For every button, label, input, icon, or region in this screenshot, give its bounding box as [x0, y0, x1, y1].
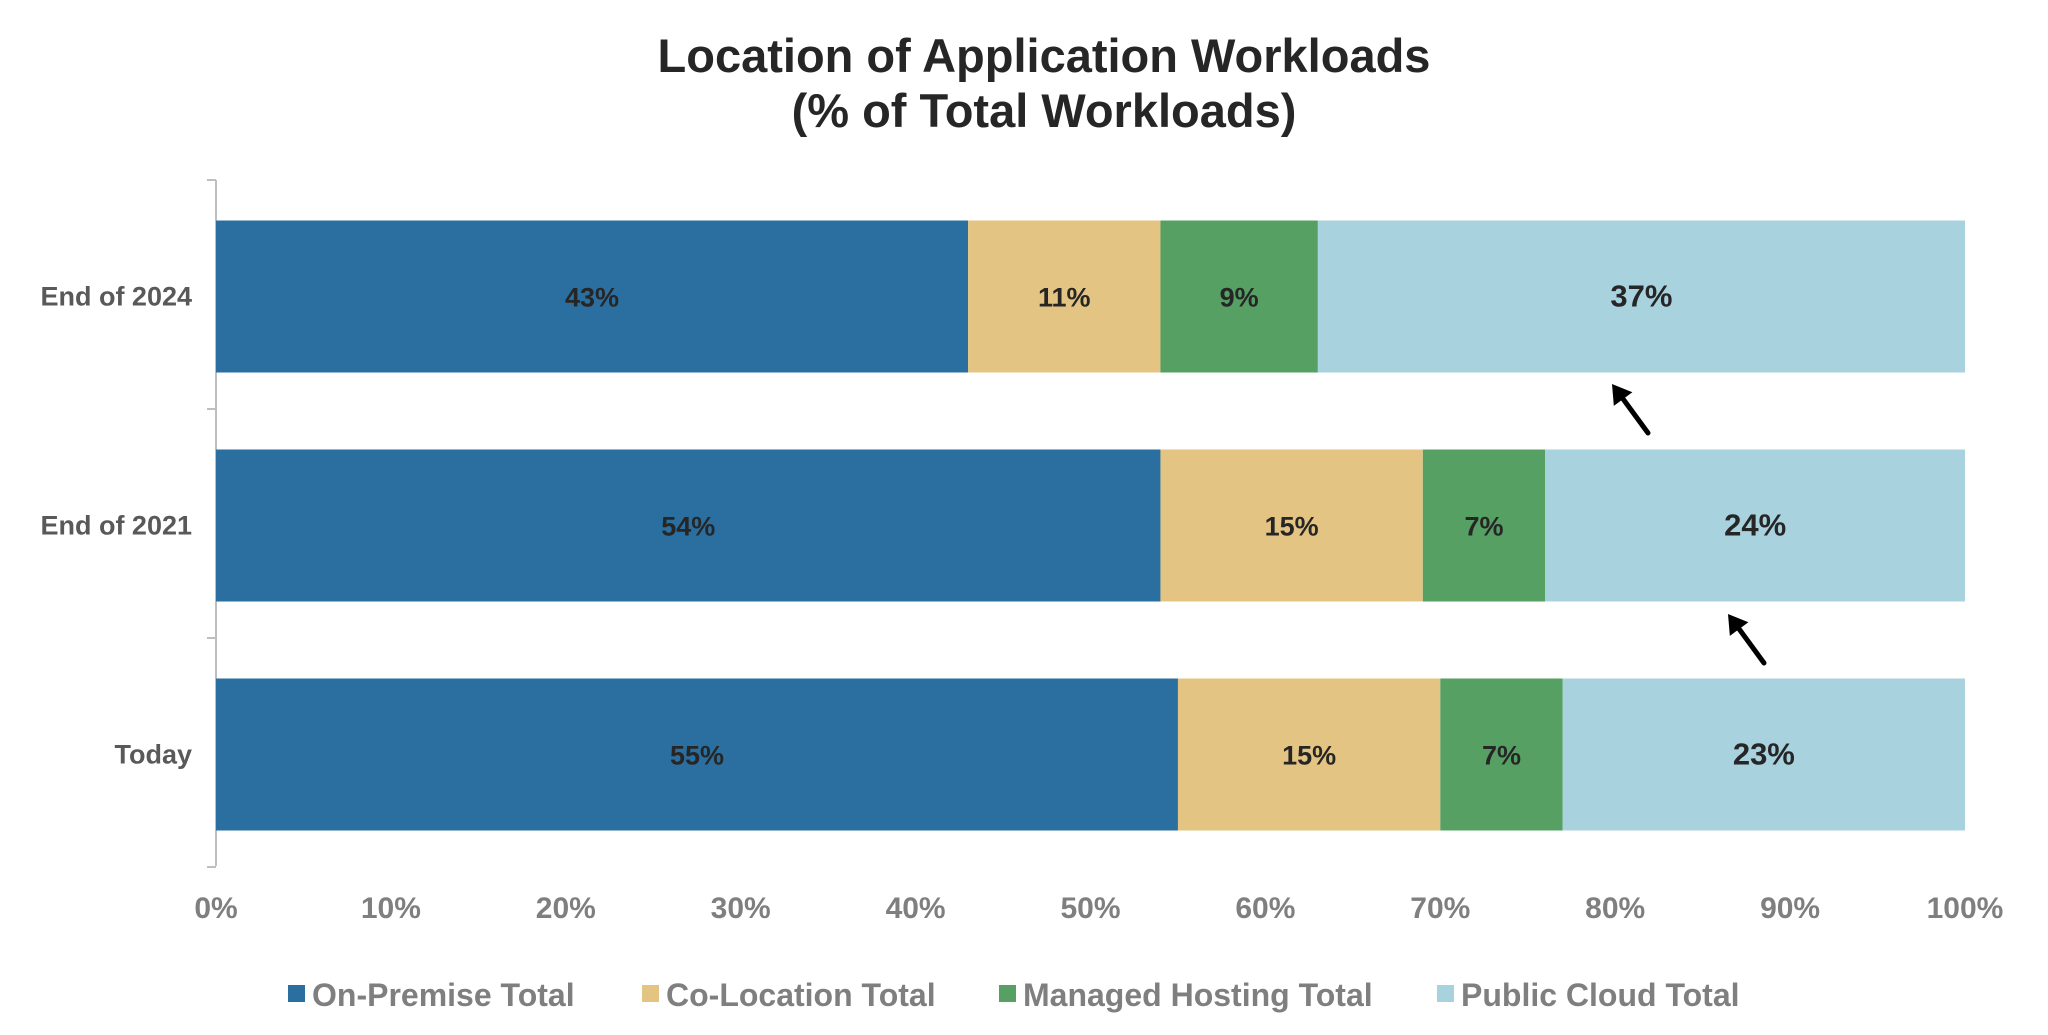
bar-segment [1317, 220, 1965, 373]
x-tick-label: 80% [1585, 892, 1645, 925]
data-label: 24% [1724, 508, 1786, 543]
x-tick-label: 0% [194, 892, 237, 925]
data-label: 15% [1265, 512, 1319, 542]
category-label: End of 2021 [40, 511, 192, 541]
bar-segment [1160, 220, 1318, 373]
x-tick-label: 90% [1760, 892, 1820, 925]
category-label: End of 2024 [40, 282, 192, 312]
legend-swatch [1437, 985, 1454, 1002]
data-label: 54% [661, 512, 715, 542]
plot-area: 43% 11% 9% 37% End of 2024 54% 15% 7% 24% End of … [40, 179, 2004, 925]
x-tick-label: 30% [711, 892, 771, 925]
data-label: 37% [1610, 279, 1672, 314]
bar-segment [216, 678, 1178, 831]
x-tick-label: 20% [536, 892, 596, 925]
legend-label: Co-Location Total [666, 977, 936, 1013]
legend-item: Public Cloud Total [1437, 977, 1740, 1013]
x-tick-label: 100% [1927, 892, 2004, 925]
legend-item: Managed Hosting Total [999, 977, 1373, 1013]
chart-title: Location of Application Workloads [658, 29, 1431, 82]
legend: On-Premise Total Co-Location Total Managed… [288, 977, 1740, 1013]
legend-label: On-Premise Total [312, 977, 575, 1013]
x-tick-label: 50% [1060, 892, 1120, 925]
bar-segment [1422, 449, 1546, 602]
bar-segment [968, 220, 1161, 373]
chart-subtitle: (% of Total Workloads) [792, 84, 1297, 137]
data-label: 55% [670, 741, 724, 771]
legend-item: Co-Location Total [642, 977, 936, 1013]
x-tick-label: 70% [1410, 892, 1470, 925]
data-label: 43% [565, 283, 619, 313]
data-label: 23% [1733, 737, 1795, 772]
x-tick-label: 10% [361, 892, 421, 925]
legend-swatch [288, 985, 305, 1002]
x-tick-label: 40% [886, 892, 946, 925]
legend-swatch [642, 985, 659, 1002]
data-label: 11% [1038, 283, 1091, 313]
x-tick-label: 60% [1235, 892, 1295, 925]
data-label: 9% [1220, 283, 1259, 313]
bar-segment [1545, 449, 1965, 602]
arrow-icon [1728, 614, 1767, 666]
bar-segment [216, 449, 1161, 602]
legend-label: Managed Hosting Total [1023, 977, 1373, 1013]
bar-segment [1440, 678, 1563, 831]
data-label: 15% [1282, 741, 1336, 771]
data-label: 7% [1465, 512, 1504, 542]
legend-swatch [999, 985, 1016, 1002]
legend-label: Public Cloud Total [1461, 977, 1740, 1013]
arrow-icon [1612, 384, 1651, 436]
bar-segment [1177, 678, 1441, 831]
category-label: Today [114, 740, 192, 770]
bar-segment [1160, 449, 1423, 602]
legend-item: On-Premise Total [288, 977, 575, 1013]
bar-segment [216, 220, 969, 373]
bar-segment [1562, 678, 1965, 831]
data-label: 7% [1482, 741, 1521, 771]
